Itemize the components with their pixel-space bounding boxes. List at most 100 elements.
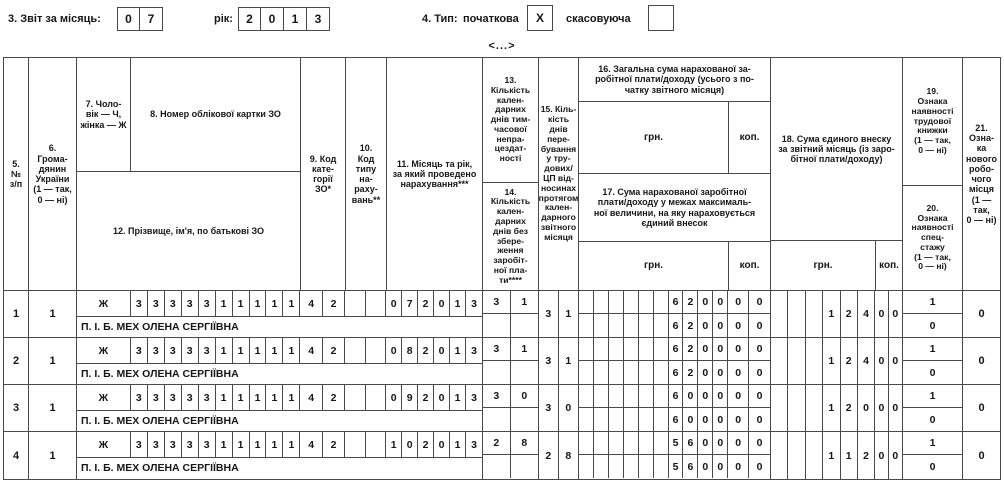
days-unpaid-digit	[483, 314, 511, 337]
capped-salary-kop-digit: 0	[756, 413, 763, 426]
capped-salary-grn-digit	[654, 408, 669, 431]
contribution-grn-digit	[771, 432, 789, 479]
year-input[interactable]: 2 0 1 3	[238, 7, 330, 31]
sex-value: Ж	[77, 291, 131, 316]
card-number-digit: 3	[165, 385, 182, 410]
type-initial-checkbox[interactable]: X	[527, 5, 553, 31]
total-salary-grn-digit: 0	[698, 291, 714, 313]
total-salary-grn-digit	[639, 291, 654, 313]
card-number-digit: 1	[266, 432, 284, 457]
accrual-type-digit	[366, 291, 387, 316]
table-row: 1 1 Ж 3 3 3 3 3 1 1 1 1 1 4 2 0 7 2 0 1 3 П. І. Б. МЕХ ОЛЕНА …	[4, 291, 1000, 338]
month-digit-box[interactable]: 0	[117, 7, 140, 31]
capped-salary-grn-digit	[609, 314, 624, 337]
type-cancel-checkbox[interactable]	[648, 5, 674, 31]
total-salary-grn-digit: 0	[698, 338, 714, 360]
year-label: рік:	[214, 13, 233, 25]
card-number-digit: 3	[165, 338, 182, 363]
contribution-grn-digit	[771, 291, 789, 337]
col-17-kop-header: коп.	[739, 260, 760, 272]
table-header: 5. № з/п 6. Грома- дянин України (1 — та…	[4, 58, 1000, 291]
month-input[interactable]: 0 7	[117, 7, 163, 31]
accrual-type-digit	[345, 385, 366, 410]
card-number-digit: 3	[131, 338, 148, 363]
total-salary-grn-digit	[639, 432, 654, 454]
capped-salary-kop-digit: 0	[756, 319, 763, 332]
days-disability-digit: 8	[521, 437, 528, 449]
total-salary-grn-digit: 5	[669, 432, 684, 454]
capped-salary-grn-digit	[654, 314, 669, 337]
capped-salary-kop-digit: 0	[756, 366, 763, 379]
total-salary-grn-digit	[609, 338, 624, 360]
col-20-header: 20. Ознака наявності спец- стажу (1 — та…	[911, 202, 954, 272]
type-label: 4. Тип:	[422, 13, 458, 25]
capped-salary-grn-digit	[594, 408, 609, 431]
accrual-type-digit	[345, 338, 366, 363]
row-number: 1	[4, 291, 29, 337]
accrual-type-digit	[345, 291, 366, 316]
month-year-digit: 3	[471, 438, 477, 451]
person-name: П. І. Б. МЕХ ОЛЕНА СЕРГІЇВНА	[81, 462, 239, 474]
year-digit-box[interactable]: 2	[238, 7, 261, 31]
year-digit-box[interactable]: 3	[307, 7, 330, 31]
capped-salary-grn-digit	[624, 314, 639, 337]
card-number-digit: 3	[199, 291, 216, 316]
card-number-digit: 3	[148, 338, 165, 363]
total-salary-grn-digit: 2	[683, 291, 699, 313]
month-year-digit: 2	[418, 338, 435, 363]
days-unpaid-digit	[483, 455, 511, 478]
card-number-digit: 1	[266, 291, 284, 316]
col-8-header: 8. Номер облікової картки ЗО	[150, 109, 281, 120]
total-salary-grn-digit: 0	[683, 385, 699, 407]
card-number-digit: 3	[131, 291, 148, 316]
citizen-flag-value: 1	[29, 385, 77, 431]
year-digit-box[interactable]: 1	[284, 7, 307, 31]
contribution-kop-digit: 0	[875, 432, 889, 479]
total-salary-grn-digit	[579, 291, 594, 313]
accrual-type-digit	[366, 385, 387, 410]
person-name: П. І. Б. МЕХ ОЛЕНА СЕРГІЇВНА	[81, 321, 239, 333]
capped-salary-grn-digit	[624, 455, 639, 478]
contribution-kop-digit: 0	[875, 291, 889, 337]
citizen-flag-value: 1	[29, 432, 77, 479]
col-21-header: 21. Озна- ка нового робо- чого місця (1 …	[966, 122, 997, 225]
capped-salary-grn-digit	[624, 408, 639, 431]
capped-salary-grn-digit	[639, 314, 654, 337]
type-cancel-label: скасовуюча	[566, 13, 631, 25]
capped-salary-kop-digit: 0	[728, 361, 750, 384]
capped-salary-grn-digit	[654, 455, 669, 478]
total-salary-grn-digit	[609, 385, 624, 407]
capped-salary-grn-digit	[639, 455, 654, 478]
citizen-flag-value: 1	[29, 291, 77, 337]
contribution-grn-digit: 4	[858, 291, 876, 337]
report-table: 5. № з/п 6. Грома- дянин України (1 — та…	[3, 57, 1001, 480]
year-digit-box[interactable]: 0	[261, 7, 284, 31]
labor-book-flag: 1	[903, 385, 962, 408]
month-digit-box[interactable]: 7	[140, 7, 163, 31]
days-unpaid-digit	[511, 314, 538, 337]
days-disability-digit: 3	[483, 291, 511, 313]
col-5-header: 5. № з/п	[9, 158, 23, 190]
contribution-grn-digit: 1	[823, 338, 841, 384]
days-unpaid-cells	[483, 408, 538, 431]
special-service-flag: 0	[929, 319, 936, 332]
month-year-digit: 2	[418, 385, 435, 410]
card-number-digit: 3	[199, 432, 216, 457]
days-disability-digit: 0	[521, 390, 528, 402]
capped-salary-grn-digit: 0	[713, 455, 729, 478]
card-number-digit: 1	[283, 291, 301, 316]
category-code-digit: 4	[300, 432, 323, 457]
col-17-grn-header: грн.	[579, 242, 729, 290]
